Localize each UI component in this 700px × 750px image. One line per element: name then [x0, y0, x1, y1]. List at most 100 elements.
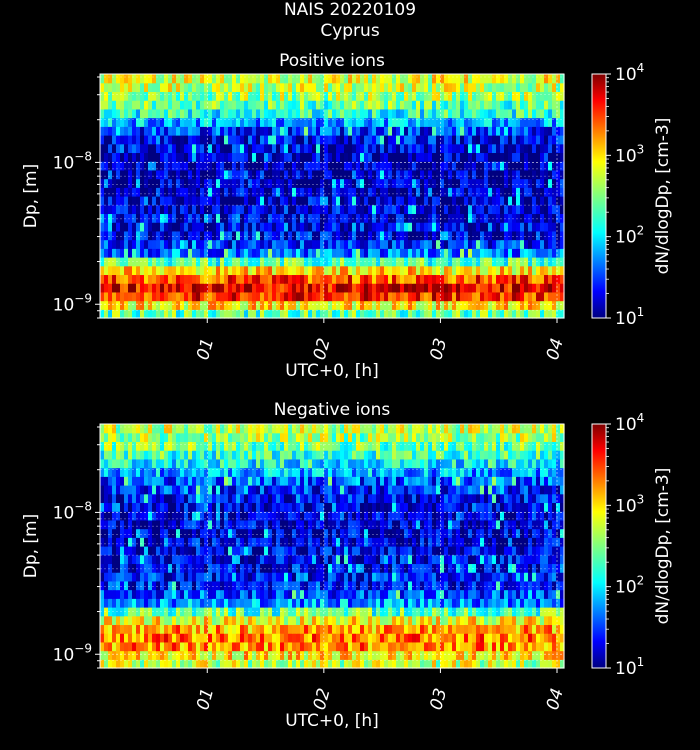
heatmap-cell [472, 117, 477, 127]
heatmap-cell [124, 196, 129, 206]
heatmap-cell [160, 230, 165, 241]
heatmap-cell [476, 615, 481, 626]
heatmap-cell [240, 108, 245, 119]
heatmap-cell [392, 274, 397, 284]
heatmap-cell [180, 108, 185, 119]
heatmap-cell [544, 598, 549, 608]
heatmap-cell [400, 291, 405, 302]
heatmap-cell [160, 589, 165, 599]
heatmap-cell [160, 309, 165, 319]
heatmap-cell [528, 624, 533, 634]
heatmap-cell [268, 161, 273, 171]
heatmap-cell [396, 178, 401, 188]
heatmap-cell [448, 74, 453, 84]
heatmap-cell [424, 74, 429, 84]
heatmap-cell [324, 178, 329, 188]
heatmap-cell [124, 309, 129, 319]
heatmap-cell [136, 546, 141, 556]
heatmap-cell [396, 257, 401, 267]
heatmap-cell [248, 572, 253, 582]
heatmap-cell [372, 161, 377, 171]
heatmap-cell [184, 537, 189, 547]
heatmap-cell [556, 563, 561, 573]
heatmap-cell [288, 230, 293, 241]
y-tick-label: 10−8 [53, 149, 92, 173]
heatmap-cell [116, 248, 121, 258]
heatmap-cell [144, 82, 149, 93]
heatmap-cell [528, 283, 533, 293]
heatmap-cell [500, 572, 505, 582]
heatmap-cell [396, 100, 401, 110]
heatmap-cell [404, 274, 409, 284]
heatmap-cell [172, 563, 177, 573]
heatmap-cell [424, 196, 429, 206]
heatmap-cell [456, 598, 461, 608]
heatmap-cell [344, 196, 349, 206]
heatmap-cell [248, 213, 253, 223]
heatmap-cell [404, 239, 409, 249]
heatmap-cell [540, 161, 545, 171]
heatmap-cell [456, 82, 461, 93]
heatmap-cell [472, 563, 477, 573]
heatmap-cell [400, 91, 405, 101]
heatmap-cell [144, 100, 149, 110]
heatmap-cell [108, 169, 113, 180]
heatmap-cell [296, 572, 301, 582]
heatmap-cell [496, 291, 501, 302]
heatmap-cell [236, 607, 241, 617]
heatmap-cell [172, 196, 177, 206]
heatmap-cell [252, 633, 257, 643]
heatmap-cell [108, 650, 113, 660]
heatmap-cell [300, 100, 305, 110]
heatmap-cell [416, 178, 421, 188]
heatmap-cell [308, 187, 313, 197]
heatmap-cell [496, 546, 501, 556]
heatmap-cell [124, 274, 129, 284]
heatmap-cell [372, 257, 377, 267]
heatmap-cell [544, 239, 549, 249]
heatmap-cell [240, 641, 245, 652]
heatmap-cell [212, 300, 217, 310]
heatmap-cell [464, 248, 469, 258]
heatmap-cell [120, 537, 125, 547]
heatmap-cell [344, 187, 349, 197]
heatmap-cell [136, 283, 141, 293]
heatmap-cell [380, 178, 385, 188]
heatmap-cell [392, 291, 397, 302]
heatmap-cell [104, 169, 109, 180]
heatmap-cell [200, 607, 205, 617]
heatmap-cell [320, 152, 325, 162]
colorbar-tick-label: 103 [615, 142, 644, 166]
heatmap-cell [376, 126, 381, 136]
heatmap-cell [332, 598, 337, 608]
heatmap-cell [344, 91, 349, 101]
heatmap-cell [352, 598, 357, 608]
heatmap-cell [188, 641, 193, 652]
heatmap-cell [360, 546, 365, 556]
heatmap-cell [504, 178, 509, 188]
heatmap-cell [552, 161, 557, 171]
heatmap-cell [108, 178, 113, 188]
heatmap-cell [368, 650, 373, 660]
heatmap-cell [316, 624, 321, 634]
heatmap-cell [388, 74, 393, 84]
heatmap-cell [388, 222, 393, 232]
heatmap-cell [432, 108, 437, 119]
heatmap-cell [400, 572, 405, 582]
heatmap-cell [344, 309, 349, 319]
heatmap-cell [244, 283, 249, 293]
heatmap-cell [540, 641, 545, 652]
heatmap-cell [288, 580, 293, 591]
heatmap-cell [368, 187, 373, 197]
heatmap-cell [304, 274, 309, 284]
heatmap-cell [228, 239, 233, 249]
heatmap-cell [532, 169, 537, 180]
heatmap-cell [512, 589, 517, 599]
heatmap-cell [540, 300, 545, 310]
heatmap-cell [412, 213, 417, 223]
heatmap-cell [276, 187, 281, 197]
heatmap-cell [512, 580, 517, 591]
heatmap-cell [424, 82, 429, 93]
heatmap-cell [508, 135, 513, 145]
heatmap-cell [244, 239, 249, 249]
